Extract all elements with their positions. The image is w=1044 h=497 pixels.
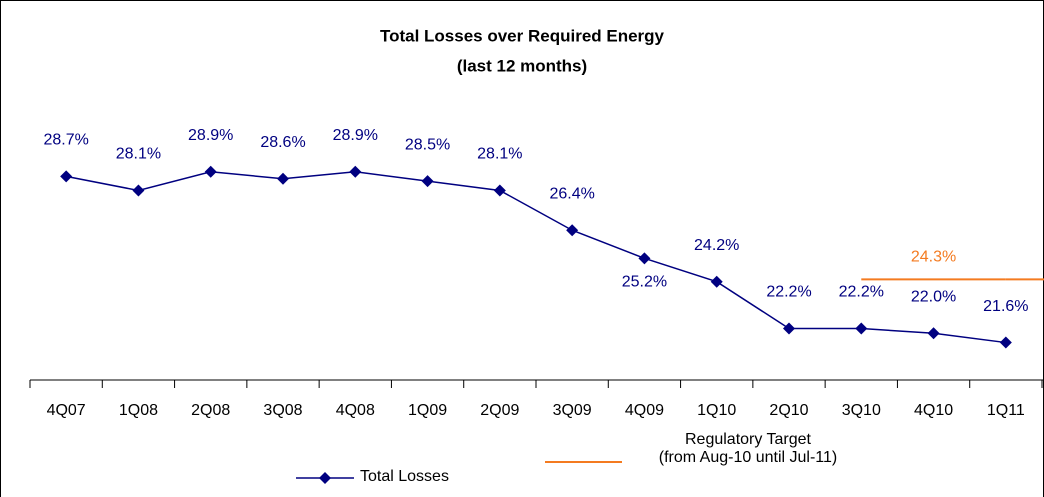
data-label: 21.6% [983,298,1028,315]
marker [132,184,145,197]
x-tick-label: 3Q08 [263,402,302,419]
data-label: 22.2% [839,284,884,301]
x-tick-label: 4Q07 [47,402,86,419]
marker [349,165,362,178]
data-label: 28.9% [333,127,378,144]
marker [783,322,795,335]
x-tick-label: 1Q10 [697,402,736,419]
x-tick-label: 1Q11 [987,402,1025,419]
data-label: 25.2% [622,274,667,291]
legend-label: Regulatory Target (from Aug-10 until Jul… [658,431,838,466]
x-tick-label: 2Q10 [769,402,808,419]
x-tick-label: 4Q10 [914,402,953,419]
data-label: 28.1% [477,146,522,163]
data-label: 24.2% [694,237,739,254]
marker [493,184,506,197]
legend-label: Total Losses [360,468,449,485]
data-label: 22.0% [911,288,956,305]
data-label: 28.7% [43,132,88,149]
x-tick-label: 2Q08 [191,402,230,419]
data-label: 28.9% [188,127,233,144]
x-tick-label: 1Q08 [119,402,158,419]
chart-title: Total Losses over Required Energy [380,26,665,45]
marker [710,275,723,288]
marker [277,172,289,185]
data-label: 24.3% [911,249,956,266]
x-tick-label: 3Q10 [842,402,881,419]
data-label: 26.4% [549,185,594,202]
data-label: 28.5% [405,136,450,153]
x-tick-label: 4Q09 [625,402,664,419]
marker [638,252,651,265]
data-label: 22.2% [766,284,811,301]
marker [421,175,434,188]
x-tick-label: 3Q09 [553,402,592,419]
series-line [65,170,1006,344]
marker [855,322,868,335]
legend-marker [319,472,331,484]
marker [927,327,940,340]
marker [566,224,579,237]
chart-subtitle: (last 12 months) [457,56,587,75]
x-tick-label: 4Q08 [336,402,375,419]
marker [999,336,1012,349]
data-label: 28.1% [116,146,161,163]
x-tick-label: 1Q09 [408,402,447,419]
marker [204,165,217,178]
x-tick-label: 2Q09 [480,402,519,419]
data-label: 28.6% [260,134,305,151]
marker [60,170,73,183]
